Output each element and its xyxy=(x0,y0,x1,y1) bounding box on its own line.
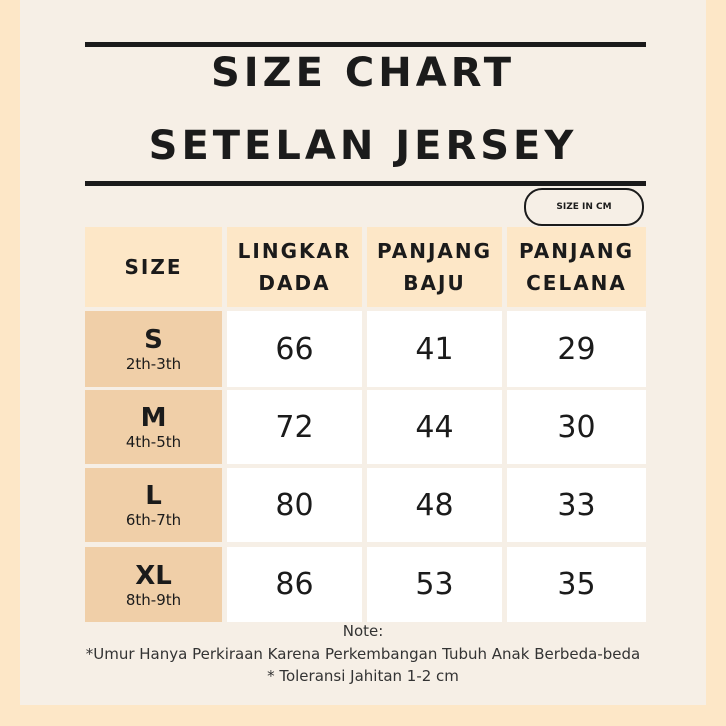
bottom-divider xyxy=(85,181,646,186)
column-header: SIZE xyxy=(85,227,222,307)
top-divider xyxy=(85,42,646,47)
value-cell: 33 xyxy=(507,468,646,542)
size-label: XL xyxy=(135,560,172,591)
value-cell: 53 xyxy=(367,547,502,622)
column-header: PANJANG CELANA xyxy=(507,227,646,307)
header-text: PANJANG xyxy=(376,239,493,263)
value-cell: 80 xyxy=(227,468,362,542)
column-header: PANJANG BAJU xyxy=(367,227,502,307)
header-text: LINGKAR xyxy=(237,239,352,263)
size-label: M xyxy=(140,403,167,433)
value-cell: 30 xyxy=(507,390,646,464)
age-range: 4th-5th xyxy=(125,433,182,451)
header-text: PANJANG xyxy=(518,239,635,263)
header-text: BAJU xyxy=(403,271,466,295)
unit-badge: SIZE IN CM xyxy=(524,188,644,226)
value-cell: 72 xyxy=(227,390,362,464)
note-label: Note: xyxy=(342,622,384,640)
age-range: 8th-9th xyxy=(125,590,182,609)
size-cell: S 2th-3th xyxy=(85,311,222,387)
size-cell: XL 8th-9th xyxy=(85,547,222,622)
header-text: SIZE xyxy=(124,255,183,279)
value-cell: 41 xyxy=(367,311,502,387)
value-cell: 66 xyxy=(227,311,362,387)
size-cell: L 6th-7th xyxy=(85,468,222,542)
value-cell: 35 xyxy=(507,547,646,622)
column-header: LINGKAR DADA xyxy=(227,227,362,307)
title-line1: SIZE CHART xyxy=(210,50,516,96)
size-cell: M 4th-5th xyxy=(85,390,222,464)
value-cell: 29 xyxy=(507,311,646,387)
value-cell: 48 xyxy=(367,468,502,542)
age-range: 2th-3th xyxy=(125,355,182,373)
header-text: CELANA xyxy=(526,271,627,295)
value-cell: 86 xyxy=(227,547,362,622)
value-cell: 44 xyxy=(367,390,502,464)
note-line1: *Umur Hanya Perkiraan Karena Perkembanga… xyxy=(85,645,641,663)
header-text: DADA xyxy=(258,271,331,295)
note-line2: * Toleransi Jahitan 1-2 cm xyxy=(267,667,459,685)
size-label: L xyxy=(145,481,162,511)
age-range: 6th-7th xyxy=(125,511,182,529)
size-label: S xyxy=(144,325,163,355)
title-line2: SETELAN JERSEY xyxy=(148,123,578,169)
